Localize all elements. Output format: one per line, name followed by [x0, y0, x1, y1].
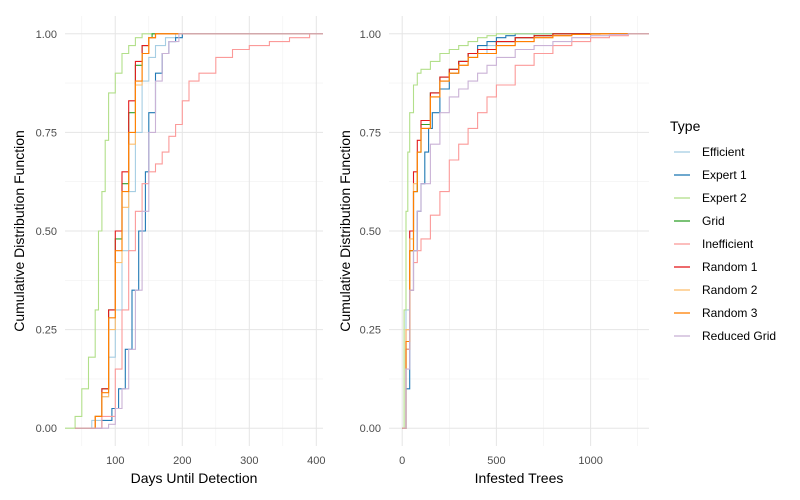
series-line-expert-2	[402, 33, 649, 429]
legend-label: Random 3	[702, 306, 758, 320]
y-tick-label: 0.75	[360, 127, 381, 139]
legend-label: Random 2	[702, 283, 758, 297]
y-axis-title: Cumulative Distribution Function	[11, 130, 27, 332]
gridlines	[65, 16, 323, 446]
y-tick-label: 0.75	[36, 127, 57, 139]
tick-labels: 100 200 300 400 0.00 0.25 0.50 0.75 1.00	[36, 29, 326, 467]
legend-label: Expert 1	[702, 168, 747, 182]
y-tick-label: 1.00	[360, 29, 381, 41]
x-tick-label: 200	[173, 455, 191, 467]
gridlines	[389, 16, 649, 446]
legend-item-inefficient: Inefficient	[674, 237, 754, 251]
legend-items: Efficient Expert 1 Expert 2 Grid Inefficient…	[674, 145, 776, 343]
legend-item-reduced-grid: Reduced Grid	[674, 329, 776, 343]
panel-infested-trees: 0 500 1000 0.00 0.25 0.50 0.75 1.00 Infested Tre…	[337, 16, 649, 486]
x-tick-label: 0	[399, 455, 405, 467]
x-tick-label: 300	[240, 455, 258, 467]
x-axis-title: Days Until Detection	[131, 470, 258, 486]
legend-item-random-2: Random 2	[674, 283, 758, 297]
series-line-expert-2	[65, 33, 323, 429]
legend: Type Efficient Expert 1 Expert 2 Grid Ineffi…	[670, 118, 776, 343]
series-line-random-3	[75, 33, 323, 429]
y-tick-label: 0.00	[360, 423, 381, 435]
series-line-inefficient	[75, 33, 323, 429]
series-line-reduced-grid	[402, 33, 649, 429]
y-tick-label: 1.00	[36, 29, 57, 41]
y-tick-label: 0.50	[36, 226, 57, 238]
legend-item-efficient: Efficient	[674, 145, 745, 159]
y-tick-label: 0.00	[36, 423, 57, 435]
legend-label: Grid	[702, 214, 725, 228]
series-lines	[402, 33, 649, 429]
series-line-inefficient	[402, 33, 649, 429]
y-tick-label: 0.50	[360, 226, 381, 238]
x-tick-label: 500	[487, 455, 505, 467]
legend-item-grid: Grid	[674, 214, 725, 228]
legend-title: Type	[670, 118, 701, 134]
x-tick-label: 1000	[578, 455, 602, 467]
y-tick-label: 0.25	[360, 325, 381, 337]
x-tick-label: 400	[307, 455, 325, 467]
legend-item-random-3: Random 3	[674, 306, 758, 320]
y-tick-label: 0.25	[36, 325, 57, 337]
series-lines	[65, 33, 323, 429]
series-line-random-3	[402, 33, 649, 429]
legend-label: Random 1	[702, 260, 758, 274]
legend-item-random-1: Random 1	[674, 260, 758, 274]
x-axis-title: Infested Trees	[475, 470, 564, 486]
legend-label: Reduced Grid	[702, 329, 776, 343]
series-line-reduced-grid	[75, 33, 323, 429]
legend-label: Expert 2	[702, 191, 747, 205]
legend-item-expert-2: Expert 2	[674, 191, 747, 205]
tick-labels: 0 500 1000 0.00 0.25 0.50 0.75 1.00	[360, 29, 603, 467]
x-tick-label: 100	[106, 455, 124, 467]
legend-item-expert-1: Expert 1	[674, 168, 747, 182]
legend-label: Efficient	[702, 145, 745, 159]
legend-label: Inefficient	[702, 237, 754, 251]
panel-days-until-detection: 100 200 300 400 0.00 0.25 0.50 0.75 1.00 Days Unt…	[11, 16, 325, 486]
y-axis-title: Cumulative Distribution Function	[337, 130, 353, 332]
